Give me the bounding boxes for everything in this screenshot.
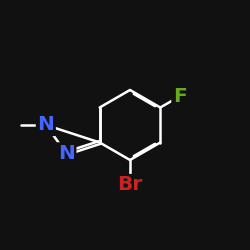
- Text: N: N: [58, 144, 75, 163]
- Text: N: N: [38, 116, 54, 134]
- Text: Br: Br: [118, 176, 142, 195]
- Text: F: F: [173, 87, 187, 106]
